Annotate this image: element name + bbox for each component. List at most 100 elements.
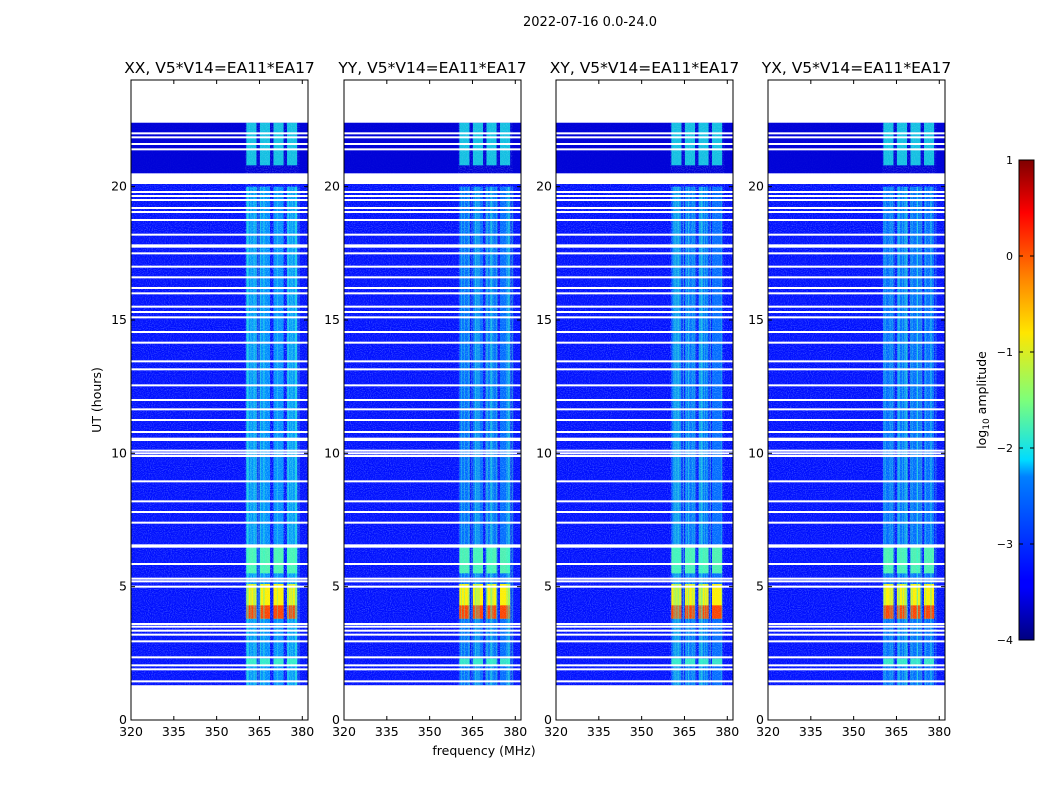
flagged-row (344, 136, 521, 139)
flagged-row (131, 437, 308, 440)
band-texture (458, 122, 513, 686)
flagged-row (556, 449, 733, 452)
flagged-row (768, 316, 945, 319)
no-data-bottom (768, 685, 945, 720)
flagged-row (131, 195, 308, 197)
flagged-row (131, 207, 308, 209)
flagged-row (344, 148, 521, 151)
flagged-row (768, 480, 945, 483)
flagged-row (768, 199, 945, 201)
flagged-row (131, 368, 308, 371)
spectrogram-image (556, 80, 733, 720)
band-texture (245, 122, 300, 686)
flagged-row (131, 143, 308, 145)
panel-1: XX, V5*V14=EA11*EA17 320 335 350 365 380 0 5 10 1… (111, 59, 315, 739)
flagged-row (556, 437, 733, 440)
flagged-row (131, 219, 308, 221)
flagged-row (556, 207, 733, 209)
flagged-row (556, 640, 733, 643)
y-tick-label: 20 (536, 179, 552, 194)
gap (768, 173, 945, 184)
y-tick-label: 5 (544, 579, 552, 594)
flagged-row (131, 580, 308, 583)
flagged-row (556, 136, 733, 139)
flagged-row (131, 148, 308, 151)
x-tick-label: 380 (927, 724, 951, 739)
flagged-row (344, 633, 521, 636)
colorbar-tick-label: −2 (997, 442, 1013, 455)
flagged-row (344, 668, 521, 671)
flagged-row (768, 625, 945, 628)
flagged-row (556, 245, 733, 248)
y-tick-label: 15 (324, 312, 340, 327)
spectrogram-image (131, 80, 308, 720)
flagged-row (556, 287, 733, 289)
flagged-row (131, 625, 308, 628)
flagged-row (556, 680, 733, 683)
x-tick-label: 335 (375, 724, 399, 739)
flagged-row (344, 360, 521, 363)
flagged-row (556, 668, 733, 671)
flagged-row (131, 311, 308, 313)
flagged-row (131, 511, 308, 513)
flagged-row (131, 191, 308, 193)
panel-title: YY, V5*V14=EA11*EA17 (337, 59, 526, 77)
flagged-row (556, 384, 733, 387)
gap (131, 173, 308, 184)
flagged-row (344, 480, 521, 483)
y-tick-label: 10 (748, 445, 764, 460)
flagged-row (344, 455, 521, 457)
flagged-row (768, 244, 945, 247)
panel-2: YY, V5*V14=EA11*EA17 320 335 350 365 380 0 5 10 1… (324, 59, 527, 739)
flagged-row (556, 480, 733, 483)
flagged-row (131, 316, 308, 319)
flagged-row (556, 623, 733, 625)
flagged-row (131, 563, 308, 565)
flagged-row (344, 341, 521, 344)
gap (556, 173, 733, 184)
flagged-row (768, 311, 945, 313)
flagged-row (768, 439, 945, 441)
figure-suptitle: 2022-07-16 0.0-24.0 (523, 15, 657, 30)
flagged-row (768, 276, 945, 279)
flagged-row (131, 305, 308, 308)
flagged-row (556, 664, 733, 667)
flagged-row (768, 245, 945, 248)
flagged-row (344, 521, 521, 524)
flagged-row (131, 136, 308, 139)
y-tick-label: 20 (324, 179, 340, 194)
flagged-row (344, 664, 521, 667)
y-tick-label: 0 (756, 712, 764, 727)
no-data-bottom (131, 685, 308, 720)
flagged-row (344, 219, 521, 221)
flagged-row (344, 399, 521, 401)
x-tick-label: 350 (630, 724, 654, 739)
flagged-row (556, 452, 733, 455)
flagged-row (556, 143, 733, 145)
channel-line (512, 186, 514, 686)
flagged-row (131, 341, 308, 344)
flagged-row (344, 452, 521, 455)
flagged-row (131, 664, 308, 667)
x-tick-label: 320 (119, 724, 143, 739)
flagged-row (344, 623, 521, 625)
flagged-row (131, 331, 308, 333)
y-tick-label: 10 (111, 445, 127, 460)
flagged-row (344, 132, 521, 135)
flagged-row (131, 640, 308, 643)
x-tick-label: 335 (587, 724, 611, 739)
y-tick-label: 20 (748, 179, 764, 194)
flagged-row (768, 577, 945, 580)
colorbar-tick-label: −4 (997, 634, 1013, 647)
flagged-row (556, 331, 733, 333)
colorbar-label: log10 amplitude (974, 351, 992, 449)
y-tick-label: 5 (756, 579, 764, 594)
flagged-row (556, 311, 733, 313)
x-tick-label: 320 (756, 724, 780, 739)
flagged-row (131, 455, 308, 457)
flagged-row (768, 629, 945, 632)
flagged-row (556, 455, 733, 457)
panel-title: XX, V5*V14=EA11*EA17 (124, 59, 315, 77)
flagged-row (768, 305, 945, 308)
